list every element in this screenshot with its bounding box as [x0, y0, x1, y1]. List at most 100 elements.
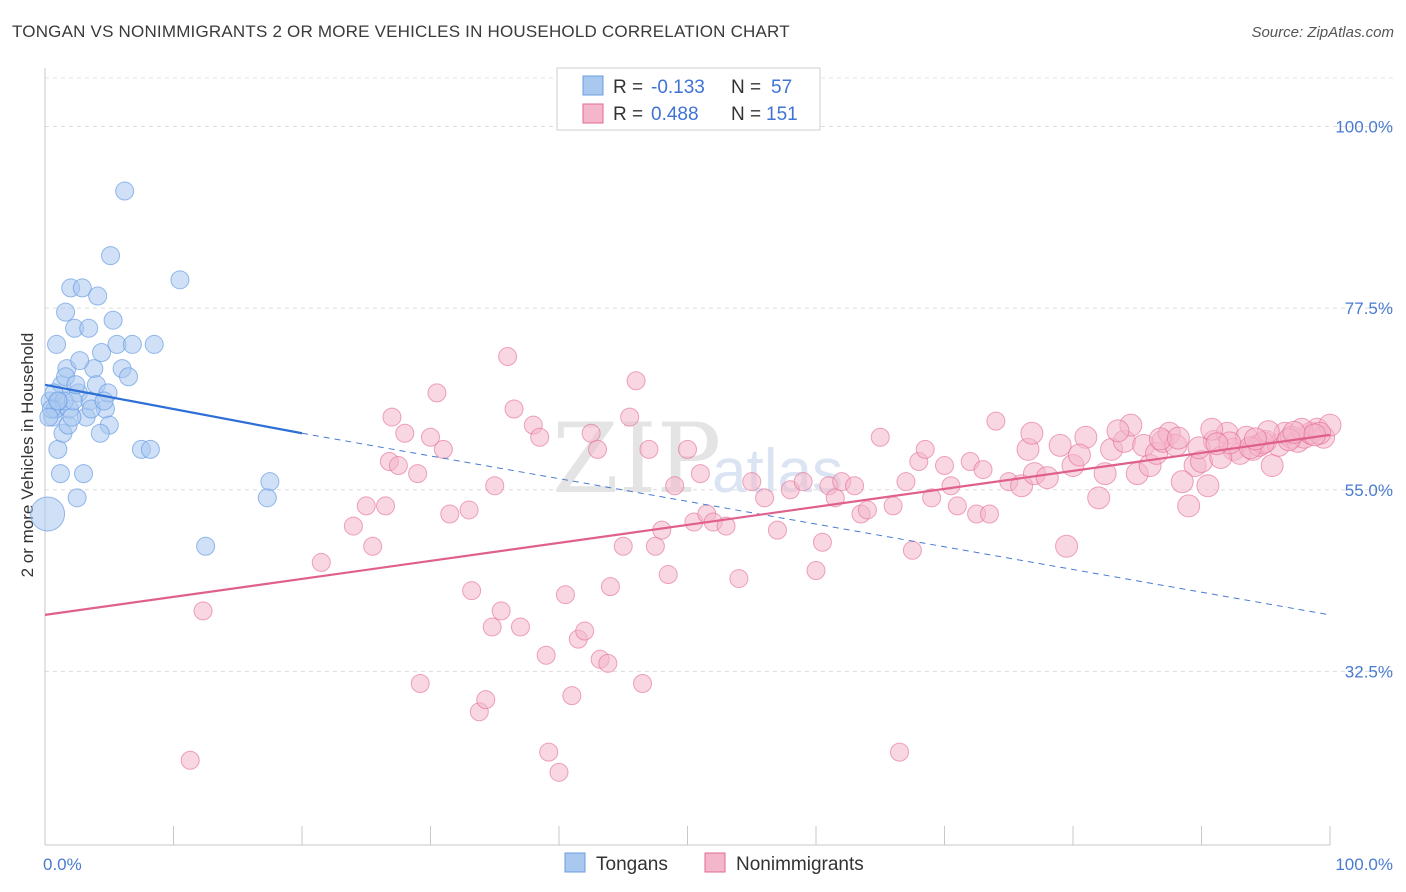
point-nonimmigrants [678, 439, 697, 459]
point-nonimmigrants [421, 427, 440, 447]
point-nonimmigrants [408, 464, 428, 484]
legend-r-label-2: R = [613, 104, 643, 125]
point-nonimmigrants [941, 476, 961, 496]
point-tongans [170, 270, 190, 290]
point-nonimmigrants [575, 621, 595, 641]
point-nonimmigrants [690, 464, 710, 484]
point-nonimmigrants [613, 536, 633, 556]
point-tongans [47, 334, 67, 354]
point-nonimmigrants [979, 504, 999, 524]
legend-n-label-2: N = [731, 104, 761, 125]
series-tongans [30, 181, 280, 556]
point-nonimmigrants [883, 496, 903, 516]
point-nonimmigrants [388, 456, 408, 476]
point-nonimmigrants [536, 645, 556, 665]
legend-r-value-2: 0.488 [651, 104, 699, 125]
point-nonimmigrants [562, 686, 582, 706]
point-nonimmigrants [530, 427, 550, 447]
bottom-legend-nonimmigrants: Nonimmigrants [736, 854, 864, 875]
point-nonimmigrants [555, 585, 575, 605]
point-nonimmigrants [498, 347, 518, 367]
point-tongans [144, 334, 164, 354]
bottom-legend: Tongans Nonimmigrants [564, 852, 864, 875]
point-nonimmigrants [491, 601, 511, 621]
point-nonimmigrants [504, 399, 524, 419]
point-nonimmigrants [1177, 494, 1201, 518]
point-nonimmigrants [462, 581, 482, 601]
point-nonimmigrants [812, 532, 832, 552]
point-tongans [48, 391, 68, 411]
point-nonimmigrants [633, 674, 653, 694]
bottom-legend-tongans: Tongans [596, 854, 668, 875]
point-nonimmigrants [600, 577, 620, 597]
point-tongans [67, 488, 87, 508]
point-nonimmigrants [588, 439, 608, 459]
point-nonimmigrants [581, 423, 601, 443]
point-nonimmigrants [857, 500, 877, 520]
point-nonimmigrants [890, 742, 910, 762]
bottom-legend-swatch-tongans [564, 852, 586, 873]
legend: R = -0.133 N = 57 R = 0.488 N = 151 [556, 67, 821, 131]
point-tongans [115, 181, 135, 201]
point-nonimmigrants [180, 750, 200, 770]
point-tongans [72, 278, 92, 298]
point-nonimmigrants [742, 472, 762, 492]
point-nonimmigrants [896, 472, 916, 492]
point-nonimmigrants [986, 411, 1006, 431]
point-nonimmigrants [658, 565, 678, 585]
point-nonimmigrants [947, 496, 967, 516]
y-tick-label: 77.5% [1345, 299, 1393, 318]
point-nonimmigrants [476, 690, 496, 710]
point-tongans [62, 407, 82, 427]
point-nonimmigrants [1166, 426, 1190, 450]
point-nonimmigrants [549, 762, 569, 782]
point-nonimmigrants [193, 601, 213, 621]
point-nonimmigrants [510, 617, 530, 637]
point-nonimmigrants [395, 423, 415, 443]
point-nonimmigrants [440, 504, 460, 524]
point-nonimmigrants [973, 460, 993, 480]
point-nonimmigrants [311, 552, 331, 572]
x-tick-label-min: 0.0% [43, 855, 82, 874]
x-tick-label-max: 100.0% [1335, 855, 1393, 874]
point-nonimmigrants [459, 500, 479, 520]
point-tongans [140, 439, 160, 459]
point-nonimmigrants [1048, 433, 1072, 457]
legend-r-value-1: -0.133 [651, 77, 705, 98]
point-nonimmigrants [427, 383, 447, 403]
point-tongans [88, 286, 108, 306]
point-nonimmigrants [1260, 454, 1284, 478]
point-tongans [196, 536, 216, 556]
point-nonimmigrants [729, 569, 749, 589]
point-tongans [92, 343, 112, 363]
point-nonimmigrants [1055, 534, 1079, 558]
point-nonimmigrants [485, 476, 505, 496]
chart-title: TONGAN VS NONIMMIGRANTS 2 OR MORE VEHICL… [12, 22, 790, 41]
point-nonimmigrants [482, 617, 502, 637]
bottom-legend-swatch-nonimmigrants [704, 852, 726, 873]
point-nonimmigrants [382, 407, 402, 427]
point-tongans [101, 246, 121, 266]
point-tongans [56, 302, 76, 322]
grid [45, 77, 1395, 672]
axes: 32.5% 55.0% 77.5% 100.0% 0.0% 100.0% [43, 68, 1393, 874]
legend-swatch-nonimmigrants [582, 103, 604, 124]
y-tick-label: 32.5% [1345, 662, 1393, 681]
point-nonimmigrants [356, 496, 376, 516]
point-nonimmigrants [620, 407, 640, 427]
point-tongans [257, 488, 277, 508]
point-nonimmigrants [922, 488, 942, 508]
y-tick-label: 55.0% [1345, 481, 1393, 500]
point-tongans [90, 423, 110, 443]
point-nonimmigrants [343, 516, 363, 536]
point-nonimmigrants [665, 476, 685, 496]
point-tongans [39, 407, 59, 427]
point-nonimmigrants [845, 476, 865, 496]
legend-n-label-1: N = [731, 77, 761, 98]
point-nonimmigrants [363, 536, 383, 556]
trend-tongans [44, 383, 303, 435]
point-nonimmigrants [1170, 470, 1194, 494]
point-nonimmigrants [639, 439, 659, 459]
point-tongans [30, 496, 66, 532]
legend-swatch-tongans [582, 75, 604, 96]
